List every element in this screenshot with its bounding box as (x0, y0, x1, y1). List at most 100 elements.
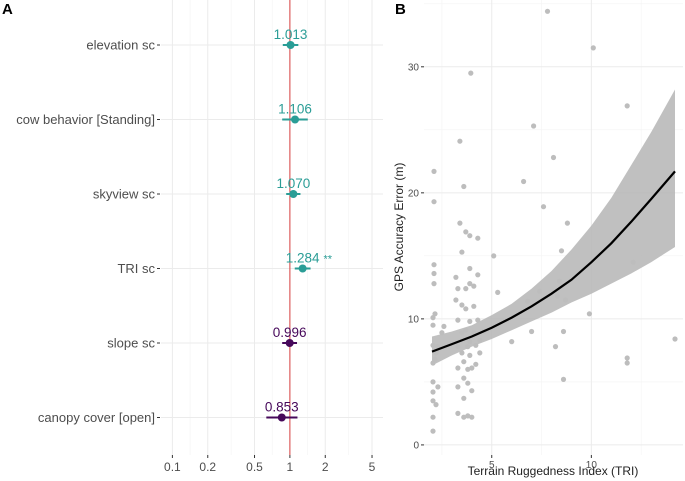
data-point (465, 413, 471, 419)
scatter-plot-panel: B 5 10 0 10 20 30 Terrain Ruggedness Index (T… (392, 0, 683, 478)
data-point (463, 306, 469, 312)
data-point (461, 359, 467, 365)
estimate-point (298, 264, 307, 273)
estimate-label: 0.853 (265, 400, 299, 415)
data-point (430, 414, 436, 420)
scatter-y-tick-label: 20 (408, 188, 420, 199)
data-point (521, 178, 527, 185)
data-point (469, 388, 475, 394)
panel-label-b: B (395, 1, 406, 18)
data-point (461, 375, 467, 381)
estimate-label: 0.996 (273, 325, 307, 340)
data-point (455, 365, 461, 371)
data-point (430, 389, 436, 395)
data-point (491, 253, 497, 259)
scatter-y-tick-label: 30 (408, 62, 420, 73)
data-point (467, 339, 473, 345)
term-label: slope sc (107, 336, 155, 351)
estimate-label: 1.070 (276, 176, 310, 191)
data-point (467, 233, 473, 239)
data-point (453, 274, 459, 280)
data-point (455, 384, 461, 390)
data-point (564, 220, 571, 226)
term-label: canopy cover [open] (38, 410, 155, 425)
data-point (441, 323, 447, 329)
term-label: cow behavior [Standing] (16, 112, 155, 127)
panel-label-a: A (2, 1, 13, 18)
scatter-points (430, 8, 678, 434)
data-point (471, 303, 477, 309)
data-point (468, 70, 474, 76)
data-point (461, 414, 467, 420)
data-point (560, 376, 567, 382)
data-point (467, 265, 473, 272)
data-point (432, 311, 438, 317)
forest-x-tick-label: 0.1 (164, 460, 181, 474)
term-label: skyview sc (93, 187, 156, 202)
data-point (459, 249, 465, 255)
x-axis-title: Terrain Ruggedness Index (TRI) (468, 464, 639, 478)
scatter-x-tick-label: 5 (489, 460, 495, 471)
scatter-y-tick-label: 0 (413, 440, 419, 451)
data-point (439, 330, 445, 336)
data-point (463, 327, 469, 333)
data-point (467, 281, 473, 287)
data-point (473, 342, 479, 348)
fit-line (431, 170, 676, 353)
scatter-y-tick-label: 10 (408, 314, 420, 325)
data-point (556, 278, 563, 284)
data-point (624, 355, 630, 361)
data-point (477, 337, 483, 343)
data-point (433, 402, 439, 408)
y-axis-title: GPS Accuracy Error (m) (392, 163, 406, 292)
estimate-point (286, 41, 295, 49)
fitted-curve (431, 170, 676, 353)
data-point (430, 322, 436, 328)
data-point (540, 204, 547, 210)
data-point (463, 229, 469, 235)
estimate-point (289, 190, 298, 198)
estimate-label: 1.013 (274, 27, 308, 42)
data-point (630, 259, 636, 265)
data-point (495, 289, 501, 295)
data-point (431, 262, 437, 268)
data-point (431, 199, 437, 205)
data-point (473, 361, 479, 367)
forest-x-tick-label: 5 (369, 460, 376, 474)
scatter-x-tick-label: 10 (586, 460, 598, 471)
data-point (467, 352, 473, 358)
data-point (469, 365, 475, 371)
forest-plot-panel: A 0.1 0.2 0.5 1 2 5 elevation sc 1.013 cow beha… (2, 0, 383, 474)
forest-x-tick-label: 0.5 (246, 460, 263, 474)
estimate-point (291, 115, 300, 124)
data-point (467, 318, 473, 324)
data-point (552, 344, 559, 350)
data-point (560, 328, 567, 335)
data-point (509, 339, 515, 345)
data-point (471, 283, 477, 289)
data-point (430, 342, 436, 348)
data-point (590, 45, 596, 51)
estimate-point (285, 339, 294, 347)
estimate-label: 1.284 (286, 251, 320, 266)
forest-x-tick-label: 0.2 (199, 460, 216, 474)
data-point (461, 395, 467, 401)
data-point (430, 398, 436, 404)
data-point (544, 8, 551, 14)
data-point (455, 286, 461, 292)
estimate-point (277, 413, 286, 422)
data-point (531, 123, 537, 129)
forest-x-tick-label: 1 (287, 460, 294, 474)
data-point (550, 154, 557, 161)
data-point (562, 297, 569, 303)
significance-marker: ** (324, 254, 333, 266)
data-point (435, 384, 441, 390)
data-point (455, 317, 461, 323)
data-point (432, 356, 438, 362)
forest-x-axis: 0.1 0.2 0.5 1 2 5 (164, 455, 376, 474)
forest-x-tick-label: 2 (322, 460, 329, 474)
data-point (624, 360, 630, 366)
data-point (459, 302, 465, 308)
data-point (529, 328, 535, 335)
